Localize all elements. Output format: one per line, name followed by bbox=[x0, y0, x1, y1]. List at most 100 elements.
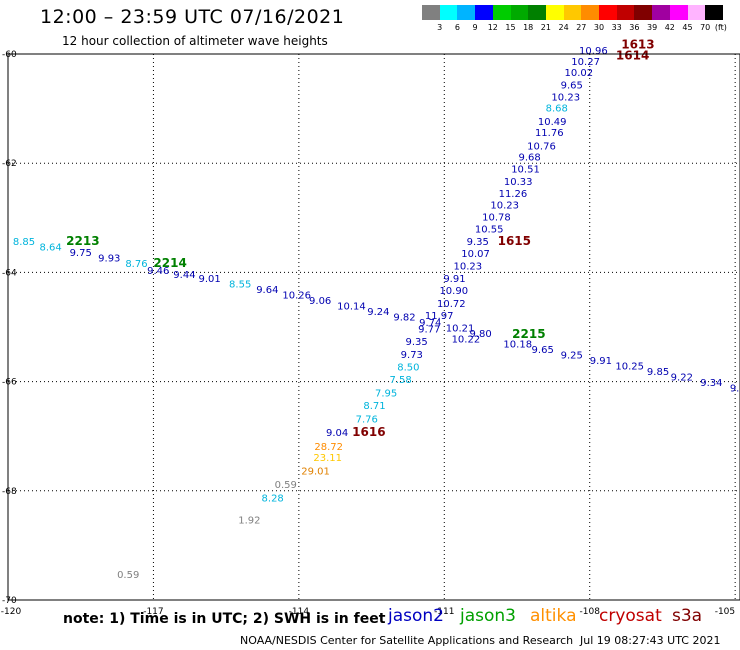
pass-time-label: 2213 bbox=[66, 234, 99, 248]
wave-height-value: 10.23 bbox=[490, 201, 519, 212]
wave-height-value: 7.76 bbox=[356, 415, 378, 426]
legend-swatch bbox=[528, 5, 547, 20]
pass-time-label: 1616 bbox=[352, 425, 385, 439]
wave-height-value: 10.27 bbox=[571, 57, 600, 68]
wave-height-value: 10.02 bbox=[565, 68, 594, 79]
footer-note: note: 1) Time is in UTC; 2) SWH is in fe… bbox=[63, 611, 386, 627]
wave-height-value: 11.76 bbox=[535, 128, 564, 139]
wave-height-value: 9.80 bbox=[469, 329, 491, 340]
wave-height-value: 9.24 bbox=[367, 307, 389, 318]
legend-swatch bbox=[634, 5, 653, 20]
wave-height-value: 9.93 bbox=[98, 253, 120, 264]
wave-height-value: 1.92 bbox=[238, 516, 260, 527]
legend-tick-label: 18 bbox=[523, 23, 534, 32]
legend-swatch bbox=[510, 5, 529, 20]
wave-height-value: 9.65 bbox=[561, 80, 583, 91]
legend-swatch bbox=[616, 5, 635, 20]
map-frame bbox=[7, 53, 740, 601]
wave-height-value: 10.76 bbox=[527, 142, 556, 153]
wave-height-value: 9.85 bbox=[647, 367, 669, 378]
y-tick-label: -64 bbox=[2, 268, 17, 278]
wave-height-value: 9.91 bbox=[443, 274, 465, 285]
legend-tick-label: 30 bbox=[593, 23, 605, 32]
legend-swatch bbox=[439, 5, 458, 20]
legend-swatch bbox=[687, 5, 706, 20]
wave-height-value: 10.14 bbox=[337, 302, 366, 313]
legend-swatch bbox=[545, 5, 565, 20]
wave-height-value: 0.59 bbox=[275, 480, 297, 491]
map-title: 12:00 – 23:59 UTC 07/16/2021 bbox=[40, 6, 345, 28]
wave-height-value: 10.51 bbox=[511, 164, 540, 175]
x-tick-label: -117 bbox=[143, 607, 163, 617]
legend-tick-label: 39 bbox=[647, 23, 658, 32]
wave-height-value: 8.50 bbox=[397, 363, 419, 374]
wave-height-value: 8.64 bbox=[40, 243, 62, 254]
wave-height-value: 28.72 bbox=[314, 442, 343, 453]
legend-swatch bbox=[581, 5, 600, 20]
wave-height-value: 9.91 bbox=[590, 356, 612, 367]
wave-height-value: 9.73 bbox=[401, 350, 423, 361]
legend-swatch bbox=[492, 5, 511, 20]
wave-height-value: 10.96 bbox=[579, 46, 608, 57]
wave-height-value: 10.72 bbox=[437, 299, 466, 310]
wave-height-value: 9.64 bbox=[256, 285, 278, 296]
wave-height-value: 9.04 bbox=[326, 428, 348, 439]
x-tick-label: -120 bbox=[1, 607, 22, 617]
wave-height-value: 10.23 bbox=[454, 262, 483, 273]
wave-height-value: 11.97 bbox=[425, 311, 454, 322]
x-tick-label: -114 bbox=[289, 607, 310, 617]
y-tick-label: -66 bbox=[2, 378, 17, 388]
wave-height-value: 9.77 bbox=[418, 324, 440, 335]
wave-height-value: 10.25 bbox=[615, 362, 644, 373]
wave-height-value: 10.90 bbox=[439, 286, 468, 297]
legend-tick-label: 3 bbox=[437, 23, 443, 32]
wave-height-value: 10.18 bbox=[503, 340, 532, 351]
credit-text: NOAA/NESDIS Center for Satellite Applica… bbox=[240, 634, 574, 647]
wave-height-value: 8.55 bbox=[229, 280, 251, 291]
legend-unit: (ft) bbox=[714, 23, 727, 32]
y-tick-label: -70 bbox=[2, 596, 17, 606]
wave-height-value: 9.22 bbox=[671, 373, 693, 384]
y-tick-label: -60 bbox=[2, 50, 17, 60]
wave-height-value: 11.26 bbox=[499, 189, 528, 200]
wave-height-value: 9.46 bbox=[147, 266, 169, 277]
wave-height-value: 9.75 bbox=[70, 248, 92, 259]
legend-tick-label: 21 bbox=[540, 23, 551, 32]
legend-tick-label: 36 bbox=[629, 23, 640, 32]
legend-tick-label: 12 bbox=[487, 23, 498, 32]
wave-height-value: 9.44 bbox=[173, 270, 195, 281]
pass-time-label: 1613 bbox=[621, 38, 654, 52]
wave-height-value: 10.07 bbox=[461, 249, 490, 260]
legend-swatch bbox=[705, 5, 724, 20]
legend-swatch bbox=[457, 5, 476, 20]
x-tick-label: -105 bbox=[715, 607, 735, 617]
wave-height-value: 9.34 bbox=[700, 378, 722, 389]
legend-swatch bbox=[669, 5, 688, 20]
legend-tick-label: 27 bbox=[576, 23, 587, 32]
legend-swatch bbox=[652, 5, 671, 20]
wave-height-value: 9.68 bbox=[518, 152, 540, 163]
x-tick-label: -111 bbox=[434, 607, 454, 617]
x-tick-label: -108 bbox=[580, 607, 601, 617]
wave-height-value: 9.74 bbox=[419, 318, 441, 329]
wave-height-value: 9.06 bbox=[309, 296, 331, 307]
wave-height-value: 9.25 bbox=[561, 351, 583, 362]
wave-height-value: 8.68 bbox=[546, 103, 568, 114]
legend-swatch bbox=[422, 5, 441, 20]
wave-height-value: 8.71 bbox=[363, 401, 385, 412]
legend-tick-label: 15 bbox=[505, 23, 516, 32]
wave-height-value: 9.94 bbox=[730, 383, 740, 394]
legend-swatch bbox=[563, 5, 582, 20]
pass-time-label: 1615 bbox=[498, 234, 531, 248]
wave-height-value: 7.95 bbox=[375, 388, 397, 399]
wave-height-value: 9.35 bbox=[406, 337, 428, 348]
wave-height-value: 10.21 bbox=[446, 323, 475, 334]
wave-height-value: 9.35 bbox=[467, 237, 489, 248]
grid-lines bbox=[8, 54, 740, 600]
y-tick-label: -68 bbox=[2, 487, 17, 497]
satellite-jason2: jason2 bbox=[388, 606, 444, 626]
legend-tick-label: 6 bbox=[454, 23, 460, 32]
wave-height-value: 29.01 bbox=[301, 466, 330, 477]
